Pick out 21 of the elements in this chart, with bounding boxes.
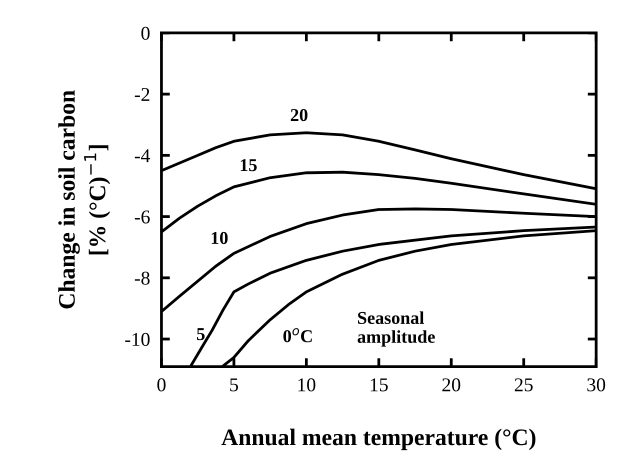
- series-label: 10: [212, 232, 228, 244]
- y-tick-label: -10: [125, 332, 150, 346]
- y-tick-label: -8: [134, 272, 150, 285]
- y-tick-label: -4: [134, 149, 150, 162]
- series-label: 15: [240, 159, 257, 172]
- x-tick-label: 0: [157, 378, 166, 392]
- series-label: 0$^{o}$C: [283, 328, 312, 342]
- annotation: Seasonal amplitude: [358, 311, 435, 347]
- series-label: 5: [196, 328, 205, 340]
- x-tick-label: 10: [298, 378, 316, 392]
- x-tick-label: 15: [370, 378, 388, 392]
- x-axis-title: Annual mean temperature (°C): [221, 428, 536, 450]
- x-tick-label: 20: [442, 378, 460, 392]
- x-tick-label: 30: [587, 378, 606, 392]
- series-label: 20: [290, 108, 308, 122]
- y-tick-label: 0: [141, 26, 150, 40]
- x-tick-label: 5: [230, 378, 238, 392]
- y-tick-label: -6: [134, 210, 150, 224]
- y-axis-title: Change in soil carbon [% (°C)$^{−1}$]: [58, 90, 110, 308]
- x-tick-label: 25: [514, 378, 533, 392]
- y-tick-label: -2: [134, 88, 150, 101]
